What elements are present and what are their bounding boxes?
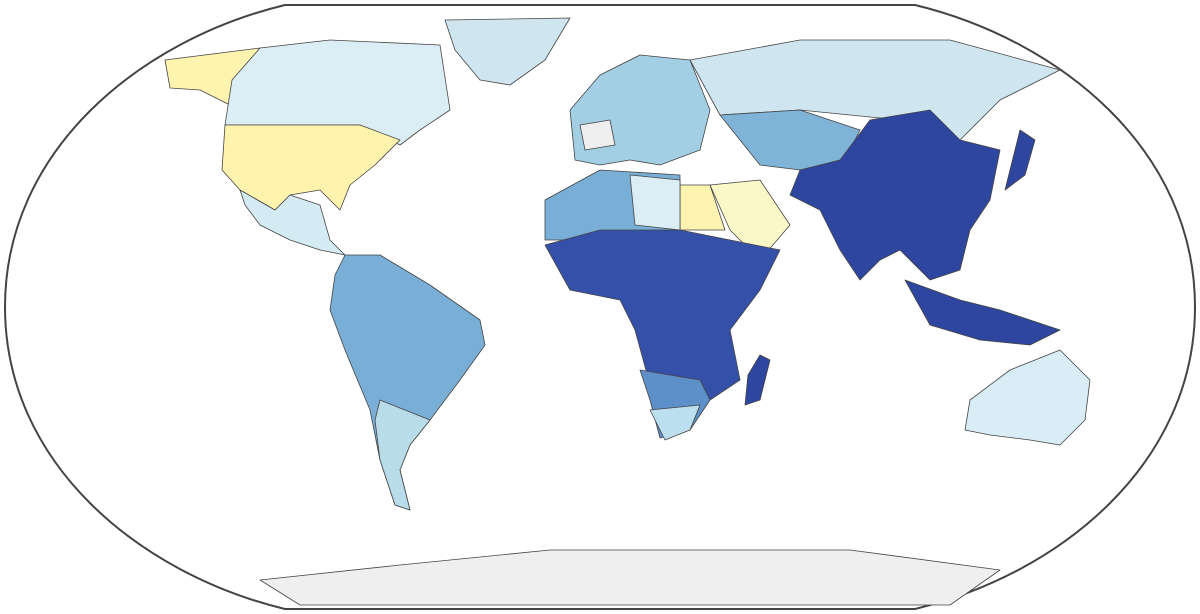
region: [444, 17, 571, 86]
region: [709, 179, 791, 261]
region: [649, 404, 701, 441]
region: [224, 39, 451, 146]
region: [744, 354, 771, 406]
region: [964, 349, 1091, 446]
region: [259, 549, 1001, 606]
region: [904, 279, 1061, 346]
region: [789, 109, 1001, 281]
region: [374, 399, 431, 511]
region: [629, 174, 681, 231]
regions: [164, 17, 1091, 606]
region: [579, 119, 616, 151]
region: [1004, 129, 1036, 191]
region: [544, 229, 781, 401]
region: [221, 124, 401, 211]
